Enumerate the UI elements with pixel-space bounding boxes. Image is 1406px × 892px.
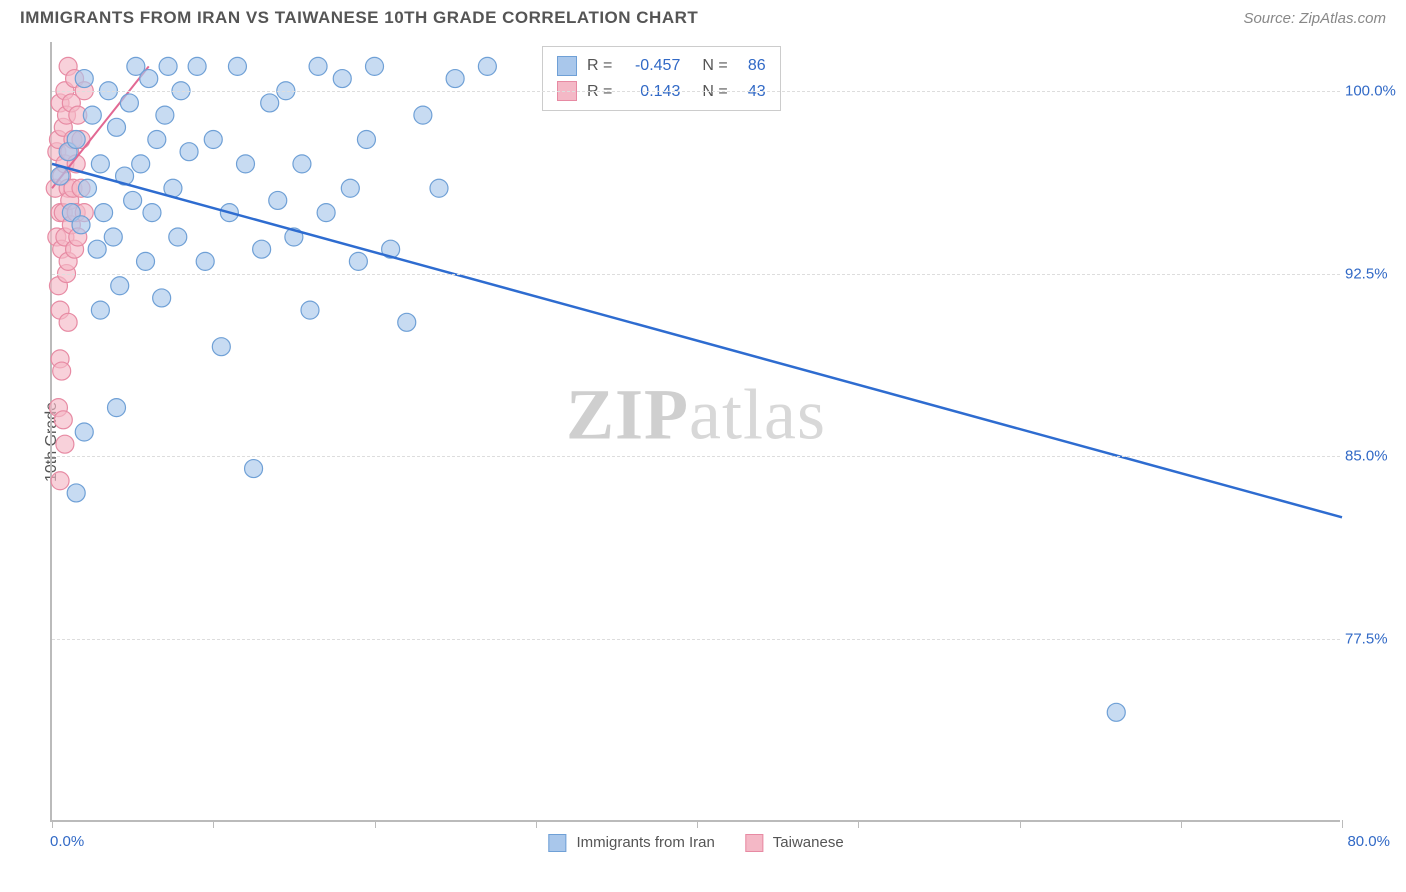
iran-point: [153, 289, 171, 307]
iran-point: [212, 338, 230, 356]
legend-label-taiwan: Taiwanese: [773, 834, 844, 851]
plot-svg: [52, 42, 1340, 820]
gridline-h: [52, 91, 1340, 92]
iran-point: [269, 191, 287, 209]
iran-point: [301, 301, 319, 319]
legend-swatch-taiwan: [745, 834, 763, 852]
taiwan-point: [59, 313, 77, 331]
legend-item-iran: Immigrants from Iran: [548, 834, 715, 852]
iran-point: [309, 57, 327, 75]
y-tick-label: 85.0%: [1345, 448, 1395, 465]
x-min-label: 0.0%: [50, 833, 84, 850]
iran-point: [237, 155, 255, 173]
iran-point: [196, 252, 214, 270]
iran-point: [91, 301, 109, 319]
iran-point: [75, 70, 93, 88]
iran-point: [169, 228, 187, 246]
taiwan-point: [54, 411, 72, 429]
y-tick-label: 100.0%: [1345, 82, 1395, 99]
iran-point: [143, 204, 161, 222]
stats-legend-box: R = -0.457 N = 86 R = 0.143 N = 43: [542, 46, 781, 111]
iran-point: [414, 106, 432, 124]
iran-point: [51, 167, 69, 185]
r-label: R =: [587, 53, 612, 79]
iran-point: [333, 70, 351, 88]
iran-point: [124, 191, 142, 209]
gridline-h: [52, 274, 1340, 275]
iran-point: [357, 131, 375, 149]
y-tick-label: 77.5%: [1345, 631, 1395, 648]
iran-point: [91, 155, 109, 173]
header: IMMIGRANTS FROM IRAN VS TAIWANESE 10TH G…: [0, 0, 1406, 28]
x-tick-mark: [52, 820, 53, 828]
iran-point: [67, 484, 85, 502]
legend-item-taiwan: Taiwanese: [745, 834, 844, 852]
x-tick-mark: [1020, 820, 1021, 828]
iran-point: [148, 131, 166, 149]
x-tick-mark: [213, 820, 214, 828]
chart-title: IMMIGRANTS FROM IRAN VS TAIWANESE 10TH G…: [20, 8, 698, 28]
bottom-legend: Immigrants from Iran Taiwanese: [548, 834, 843, 852]
taiwan-point: [53, 362, 71, 380]
taiwan-point: [56, 435, 74, 453]
n-label: N =: [702, 53, 727, 79]
iran-point: [75, 423, 93, 441]
iran-point: [366, 57, 384, 75]
iran-point: [261, 94, 279, 112]
y-tick-label: 92.5%: [1345, 265, 1395, 282]
iran-point: [253, 240, 271, 258]
iran-point: [228, 57, 246, 75]
x-max-label: 80.0%: [1347, 833, 1390, 850]
stats-row-iran: R = -0.457 N = 86: [557, 53, 766, 79]
iran-point: [104, 228, 122, 246]
iran-point: [137, 252, 155, 270]
iran-point: [140, 70, 158, 88]
iran-point: [88, 240, 106, 258]
iran-point: [108, 118, 126, 136]
iran-point: [156, 106, 174, 124]
x-tick-mark: [375, 820, 376, 828]
plot-area: ZIPatlas R = -0.457 N = 86 R = 0.143 N =…: [50, 42, 1340, 822]
iran-point: [72, 216, 90, 234]
iran-point: [188, 57, 206, 75]
gridline-h: [52, 639, 1340, 640]
r-value-iran: -0.457: [622, 53, 680, 79]
iran-point: [67, 131, 85, 149]
iran-point: [180, 143, 198, 161]
iran-point: [293, 155, 311, 173]
taiwan-point: [51, 472, 69, 490]
source-text: Source: ZipAtlas.com: [1243, 10, 1386, 27]
gridline-h: [52, 456, 1340, 457]
iran-point: [78, 179, 96, 197]
iran-point: [1107, 703, 1125, 721]
swatch-iran: [557, 56, 577, 76]
chart-container: 10th Grade ZIPatlas R = -0.457 N = 86 R …: [50, 42, 1386, 842]
iran-point: [398, 313, 416, 331]
iran-point: [204, 131, 222, 149]
x-tick-mark: [1342, 820, 1343, 828]
iran-point: [349, 252, 367, 270]
iran-point: [159, 57, 177, 75]
iran-point: [430, 179, 448, 197]
n-value-iran: 86: [738, 53, 766, 79]
legend-swatch-iran: [548, 834, 566, 852]
iran-point: [478, 57, 496, 75]
legend-label-iran: Immigrants from Iran: [577, 834, 715, 851]
iran-point: [120, 94, 138, 112]
iran-point: [245, 460, 263, 478]
iran-point: [317, 204, 335, 222]
x-tick-mark: [697, 820, 698, 828]
iran-point: [95, 204, 113, 222]
iran-point: [111, 277, 129, 295]
iran-point: [446, 70, 464, 88]
iran-point: [83, 106, 101, 124]
iran-point: [341, 179, 359, 197]
x-tick-mark: [536, 820, 537, 828]
x-tick-mark: [1181, 820, 1182, 828]
x-tick-mark: [858, 820, 859, 828]
iran-point: [108, 399, 126, 417]
iran-point: [132, 155, 150, 173]
